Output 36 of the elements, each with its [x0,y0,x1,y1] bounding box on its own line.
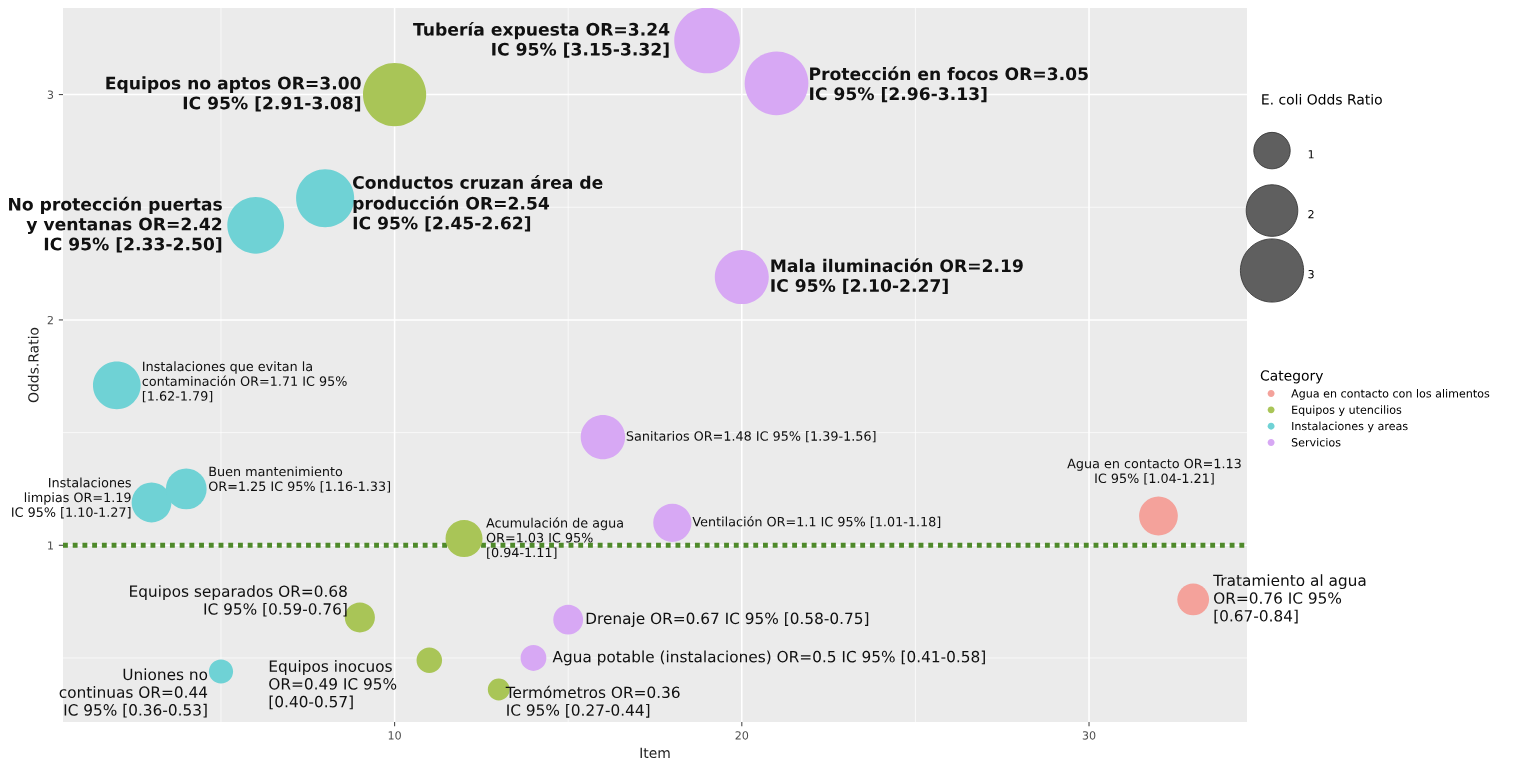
annotation: Mala iluminación OR=2.19 IC 95% [2.10-2.27] [771,258,1023,295]
annotation: Buen mantenimiento OR=1.25 IC 95% [1.16-1.33] [208,466,391,493]
annotation: Equipos separados OR=0.68 IC 95% [0.59-0.76] [130,585,347,617]
annotation: Conductos cruzan área de producción OR=2.54 IC 95% [2.45-2.62] [353,174,603,232]
annotation: Instalaciones que evitan la contaminación OR=1.71 IC 95% [1.62-1.79] [142,361,347,403]
annotation: Equipos no aptos OR=3.00 IC 95% [2.91-3.08] [106,76,361,112]
legend-label: 3 [1308,269,1314,279]
x-axis-title: Item [640,747,670,759]
annotation: Ventilación OR=1.1 IC 95% [1.01-1.18] [692,516,941,528]
annotation: Uniones no continuas OR=0.44 IC 95% [0.36-0.53] [59,668,208,718]
legend-label: 1 [1308,150,1314,159]
annotation: Equipos inocuos OR=0.49 IC 95% [0.40-0.57] [269,660,397,710]
text: E. coli Odds Ratio [1262,93,1382,105]
legend-label: Agua en contacto con los alimentos [1291,389,1490,400]
annotation: No protección puertas y ventanas OR=2.42 IC 95% [2.33-2.50] [9,196,222,253]
annotation: Instalaciones limpias OR=1.19 IC 95% [1.10-1.27] [12,477,131,519]
legend-label: 2 [1308,210,1314,219]
annotation: Agua potable (instalaciones) OR=0.5 IC 95% [0.41-0.58] [552,650,985,666]
annotation: Acumulación de agua OR=1.03 IC 95% [0.94-1.11] [486,517,623,559]
x-tick-label: 30 [1082,731,1096,740]
y-axis-title: Odds.Ratio [27,327,39,403]
legend-label: Instalaciones y areas [1292,421,1408,433]
annotation: Agua en contacto OR=1.13 IC 95% [1.04-1.21] [1067,458,1241,485]
y-tick-label: 2 [47,315,53,325]
legend-label: Servicios [1291,437,1341,447]
annotation: Tubería expuesta OR=3.24 IC 95% [3.15-3.32] [413,21,670,58]
x-tick-label: 20 [735,731,749,740]
legend-title: Category [1260,370,1324,384]
annotation: Protección en focos OR=3.05 IC 95% [2.96-3.13] [810,66,1088,103]
annotation: Sanitarios OR=1.48 IC 95% [1.39-1.56] [626,430,876,443]
x-tick-label: 10 [388,731,401,740]
legend-label: Equipos y utencilios [1292,405,1402,417]
annotation: Tratamiento al agua OR=0.76 IC 95% [0.67-0.84] [1213,574,1366,624]
y-tick-label: 1 [48,541,53,550]
y-tick-label: 3 [47,90,54,99]
annotation: Drenaje OR=0.67 IC 95% [0.58-0.75] [586,612,869,628]
